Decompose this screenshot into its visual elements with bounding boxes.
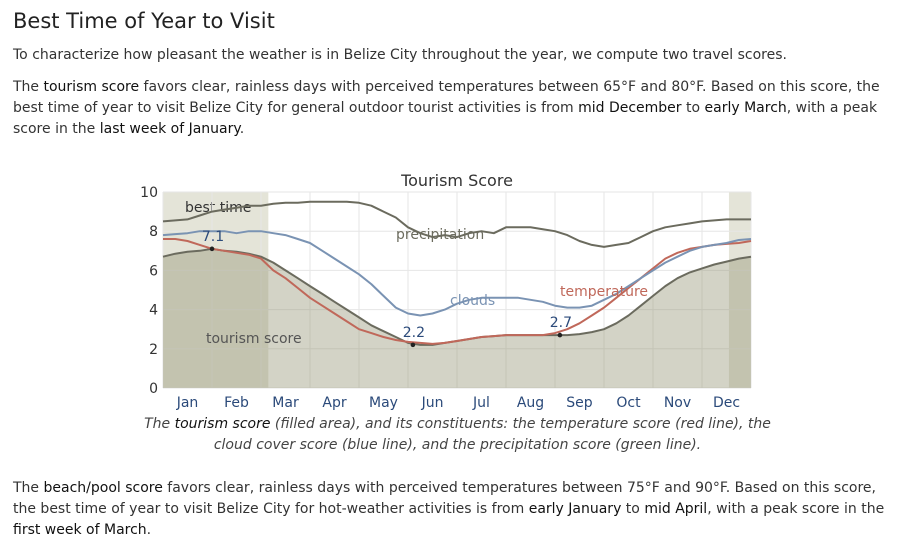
text-run: to <box>621 501 645 517</box>
text-run: favors clear, rainless days with perceiv… <box>13 79 880 116</box>
clouds-label: clouds <box>450 293 495 309</box>
month-label: Jul <box>472 395 490 411</box>
emphasis: beach/pool score <box>43 480 163 496</box>
emphasis: mid April <box>644 501 708 517</box>
best-time-label: best time <box>185 200 251 216</box>
text-run: favors clear, rainless days with perceiv… <box>13 480 876 517</box>
month-label: Jun <box>421 395 444 411</box>
month-label: Aug <box>517 395 544 411</box>
tourism-score-label: tourism score <box>206 331 302 347</box>
emphasis: tourism score <box>43 79 140 95</box>
clouds-line <box>162 230 752 317</box>
beach-paragraph: The beach/pool score favors clear, rainl… <box>13 478 898 541</box>
y-tick-label: 10 <box>140 185 158 201</box>
month-label: Jan <box>176 395 199 411</box>
text-run: (filled area), and its constituents: the… <box>213 416 771 453</box>
temperature-label: temperature <box>560 284 648 300</box>
text-run: , with a peak score in the <box>707 501 885 517</box>
month-label: Feb <box>224 395 249 411</box>
tourism-score-chart: Tourism Score best time precipitation cloud… <box>140 171 752 411</box>
annotation-label: 2.7 <box>550 315 572 331</box>
emphasis: first week of March <box>13 522 147 538</box>
best-time-band <box>163 192 269 388</box>
emphasis: early January <box>528 501 622 517</box>
month-label: Sep <box>566 395 593 411</box>
y-tick-label: 4 <box>149 303 158 319</box>
chart-title: Tourism Score <box>400 171 513 190</box>
temperature-line <box>163 238 752 345</box>
annotation-point <box>209 246 215 252</box>
y-tick-label: 0 <box>149 381 158 397</box>
precipitation-label: precipitation <box>396 227 484 243</box>
annotation-label: 2.2 <box>403 325 425 341</box>
y-tick-label: 2 <box>149 342 158 358</box>
month-label: Nov <box>664 395 691 411</box>
month-label: Mar <box>272 395 299 411</box>
y-tick-label: 6 <box>149 263 158 279</box>
tourism-paragraph: The tourism score favors clear, rainless… <box>13 77 898 140</box>
emphasis: last week of January <box>99 121 240 137</box>
month-label: Apr <box>322 395 346 411</box>
text-run: to <box>681 100 705 116</box>
y-tick-label: 8 <box>149 224 158 240</box>
tourism-score-area <box>163 248 751 388</box>
text-run: The <box>13 79 44 95</box>
text-run: . <box>146 522 152 538</box>
emphasis: mid December <box>578 100 682 116</box>
text-run: The <box>13 480 44 496</box>
text-run: The <box>144 416 175 432</box>
month-label: May <box>369 395 398 411</box>
emphasis: early March <box>704 100 787 116</box>
text-run: , with a peak score in the <box>13 100 878 137</box>
emphasis: tourism score <box>174 416 271 432</box>
text-run: . <box>239 121 245 137</box>
month-label: Oct <box>616 395 641 411</box>
annotation-label: 7.1 <box>202 229 224 245</box>
annotation-point <box>410 342 416 348</box>
intro-paragraph: To characterize how pleasant the weather… <box>13 47 787 63</box>
section-title: Best Time of Year to Visit <box>13 9 275 33</box>
precipitation-line <box>162 200 751 248</box>
annotation-point <box>557 332 563 338</box>
month-label: Dec <box>713 395 740 411</box>
chart-caption: The tourism score (filled area), and its… <box>130 414 785 456</box>
